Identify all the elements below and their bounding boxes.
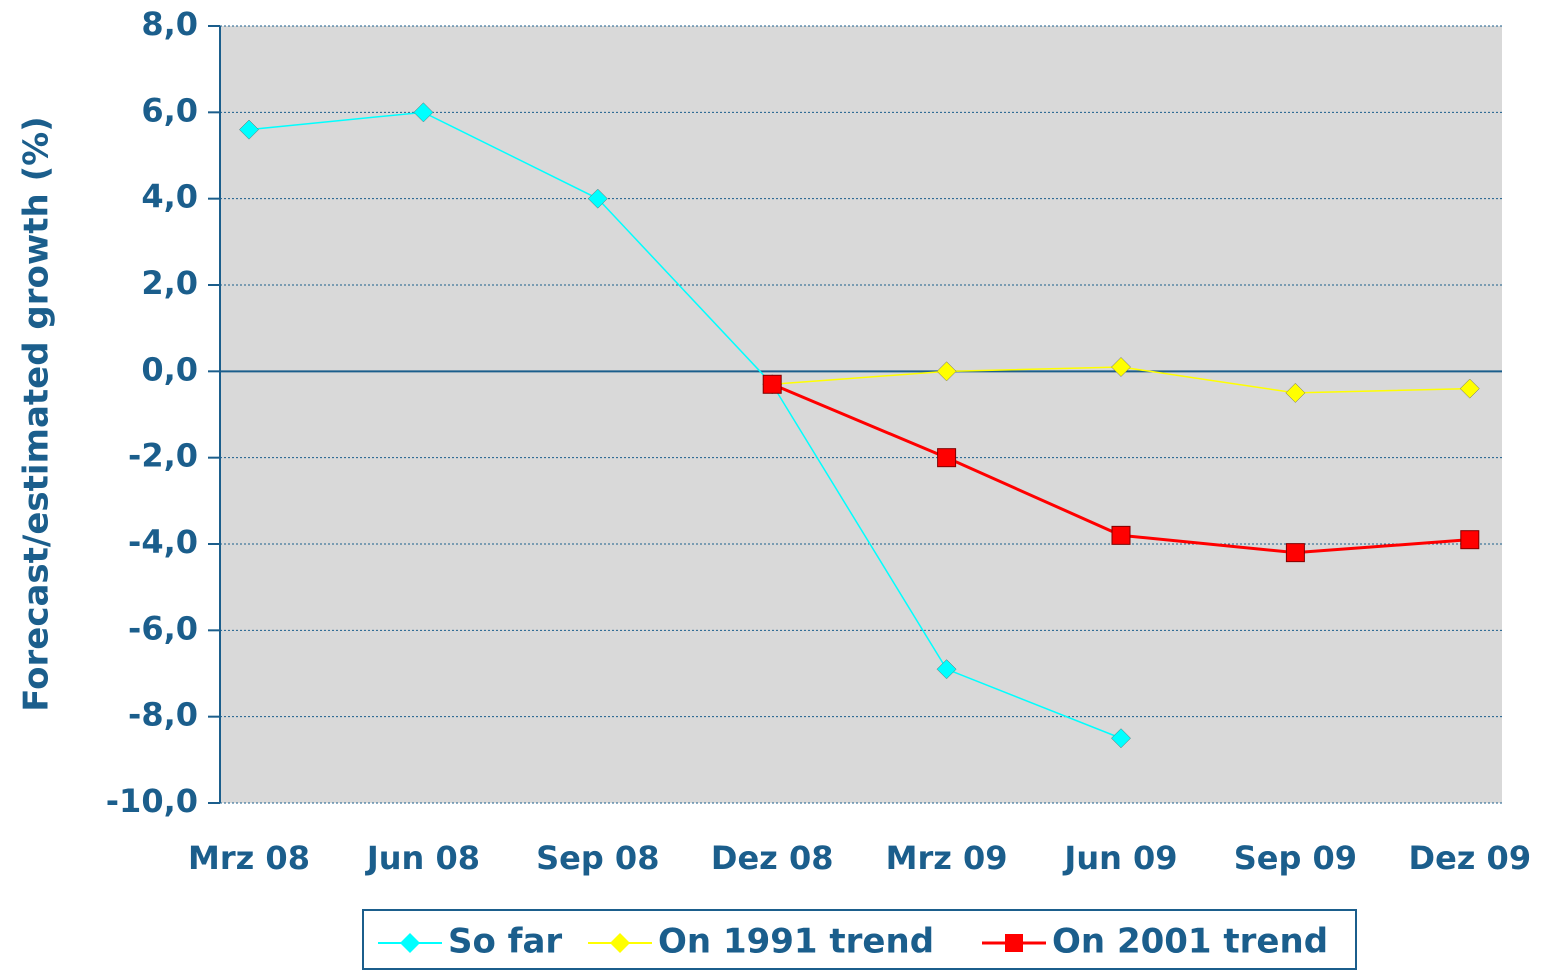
marker bbox=[1460, 530, 1480, 550]
marker bbox=[1111, 728, 1131, 749]
marker bbox=[239, 119, 259, 140]
legend-marker bbox=[1005, 934, 1023, 952]
x-tick-label: Sep 08 bbox=[536, 839, 659, 877]
x-tick-label: Mrz 09 bbox=[886, 839, 1008, 877]
x-tick-label: Dez 09 bbox=[1409, 839, 1532, 877]
y-tick-label: 8,0 bbox=[141, 5, 198, 43]
marker bbox=[1111, 525, 1131, 545]
y-tick-label: -4,0 bbox=[128, 523, 198, 561]
marker bbox=[762, 374, 782, 394]
y-tick-label: 4,0 bbox=[141, 178, 198, 216]
legend-label: On 2001 trend bbox=[1052, 922, 1328, 962]
y-tick-label: 2,0 bbox=[141, 264, 198, 302]
marker bbox=[1285, 382, 1306, 403]
series-line bbox=[248, 111, 1122, 739]
legend-box bbox=[362, 909, 1357, 970]
legend-marker bbox=[610, 933, 630, 953]
plot-area bbox=[220, 26, 1502, 803]
x-tick-label: Mrz 08 bbox=[188, 839, 310, 877]
y-tick-label: 6,0 bbox=[141, 91, 198, 129]
marker bbox=[1111, 357, 1131, 377]
legend-label: On 1991 trend bbox=[658, 922, 934, 962]
x-tick-label: Dez 08 bbox=[711, 839, 834, 877]
y-tick-label: -6,0 bbox=[128, 609, 198, 647]
y-tick-label: -10,0 bbox=[106, 782, 198, 820]
marker bbox=[413, 102, 434, 123]
y-tick-label: -8,0 bbox=[128, 696, 198, 734]
y-axis-label: Forecast/estimated growth (%) bbox=[17, 116, 57, 711]
marker bbox=[587, 188, 608, 209]
marker bbox=[1285, 543, 1305, 563]
legend-marker bbox=[400, 933, 420, 953]
y-tick-label: 0,0 bbox=[141, 350, 198, 388]
marker bbox=[936, 361, 957, 382]
legend-label: So far bbox=[448, 922, 562, 962]
y-tick-label: -2,0 bbox=[128, 437, 198, 475]
marker bbox=[937, 448, 957, 468]
x-tick-label: Sep 09 bbox=[1234, 839, 1357, 877]
marker bbox=[936, 659, 957, 680]
x-tick-label: Jun 09 bbox=[1062, 839, 1177, 877]
marker bbox=[1459, 378, 1480, 399]
x-tick-label: Jun 08 bbox=[365, 839, 480, 877]
